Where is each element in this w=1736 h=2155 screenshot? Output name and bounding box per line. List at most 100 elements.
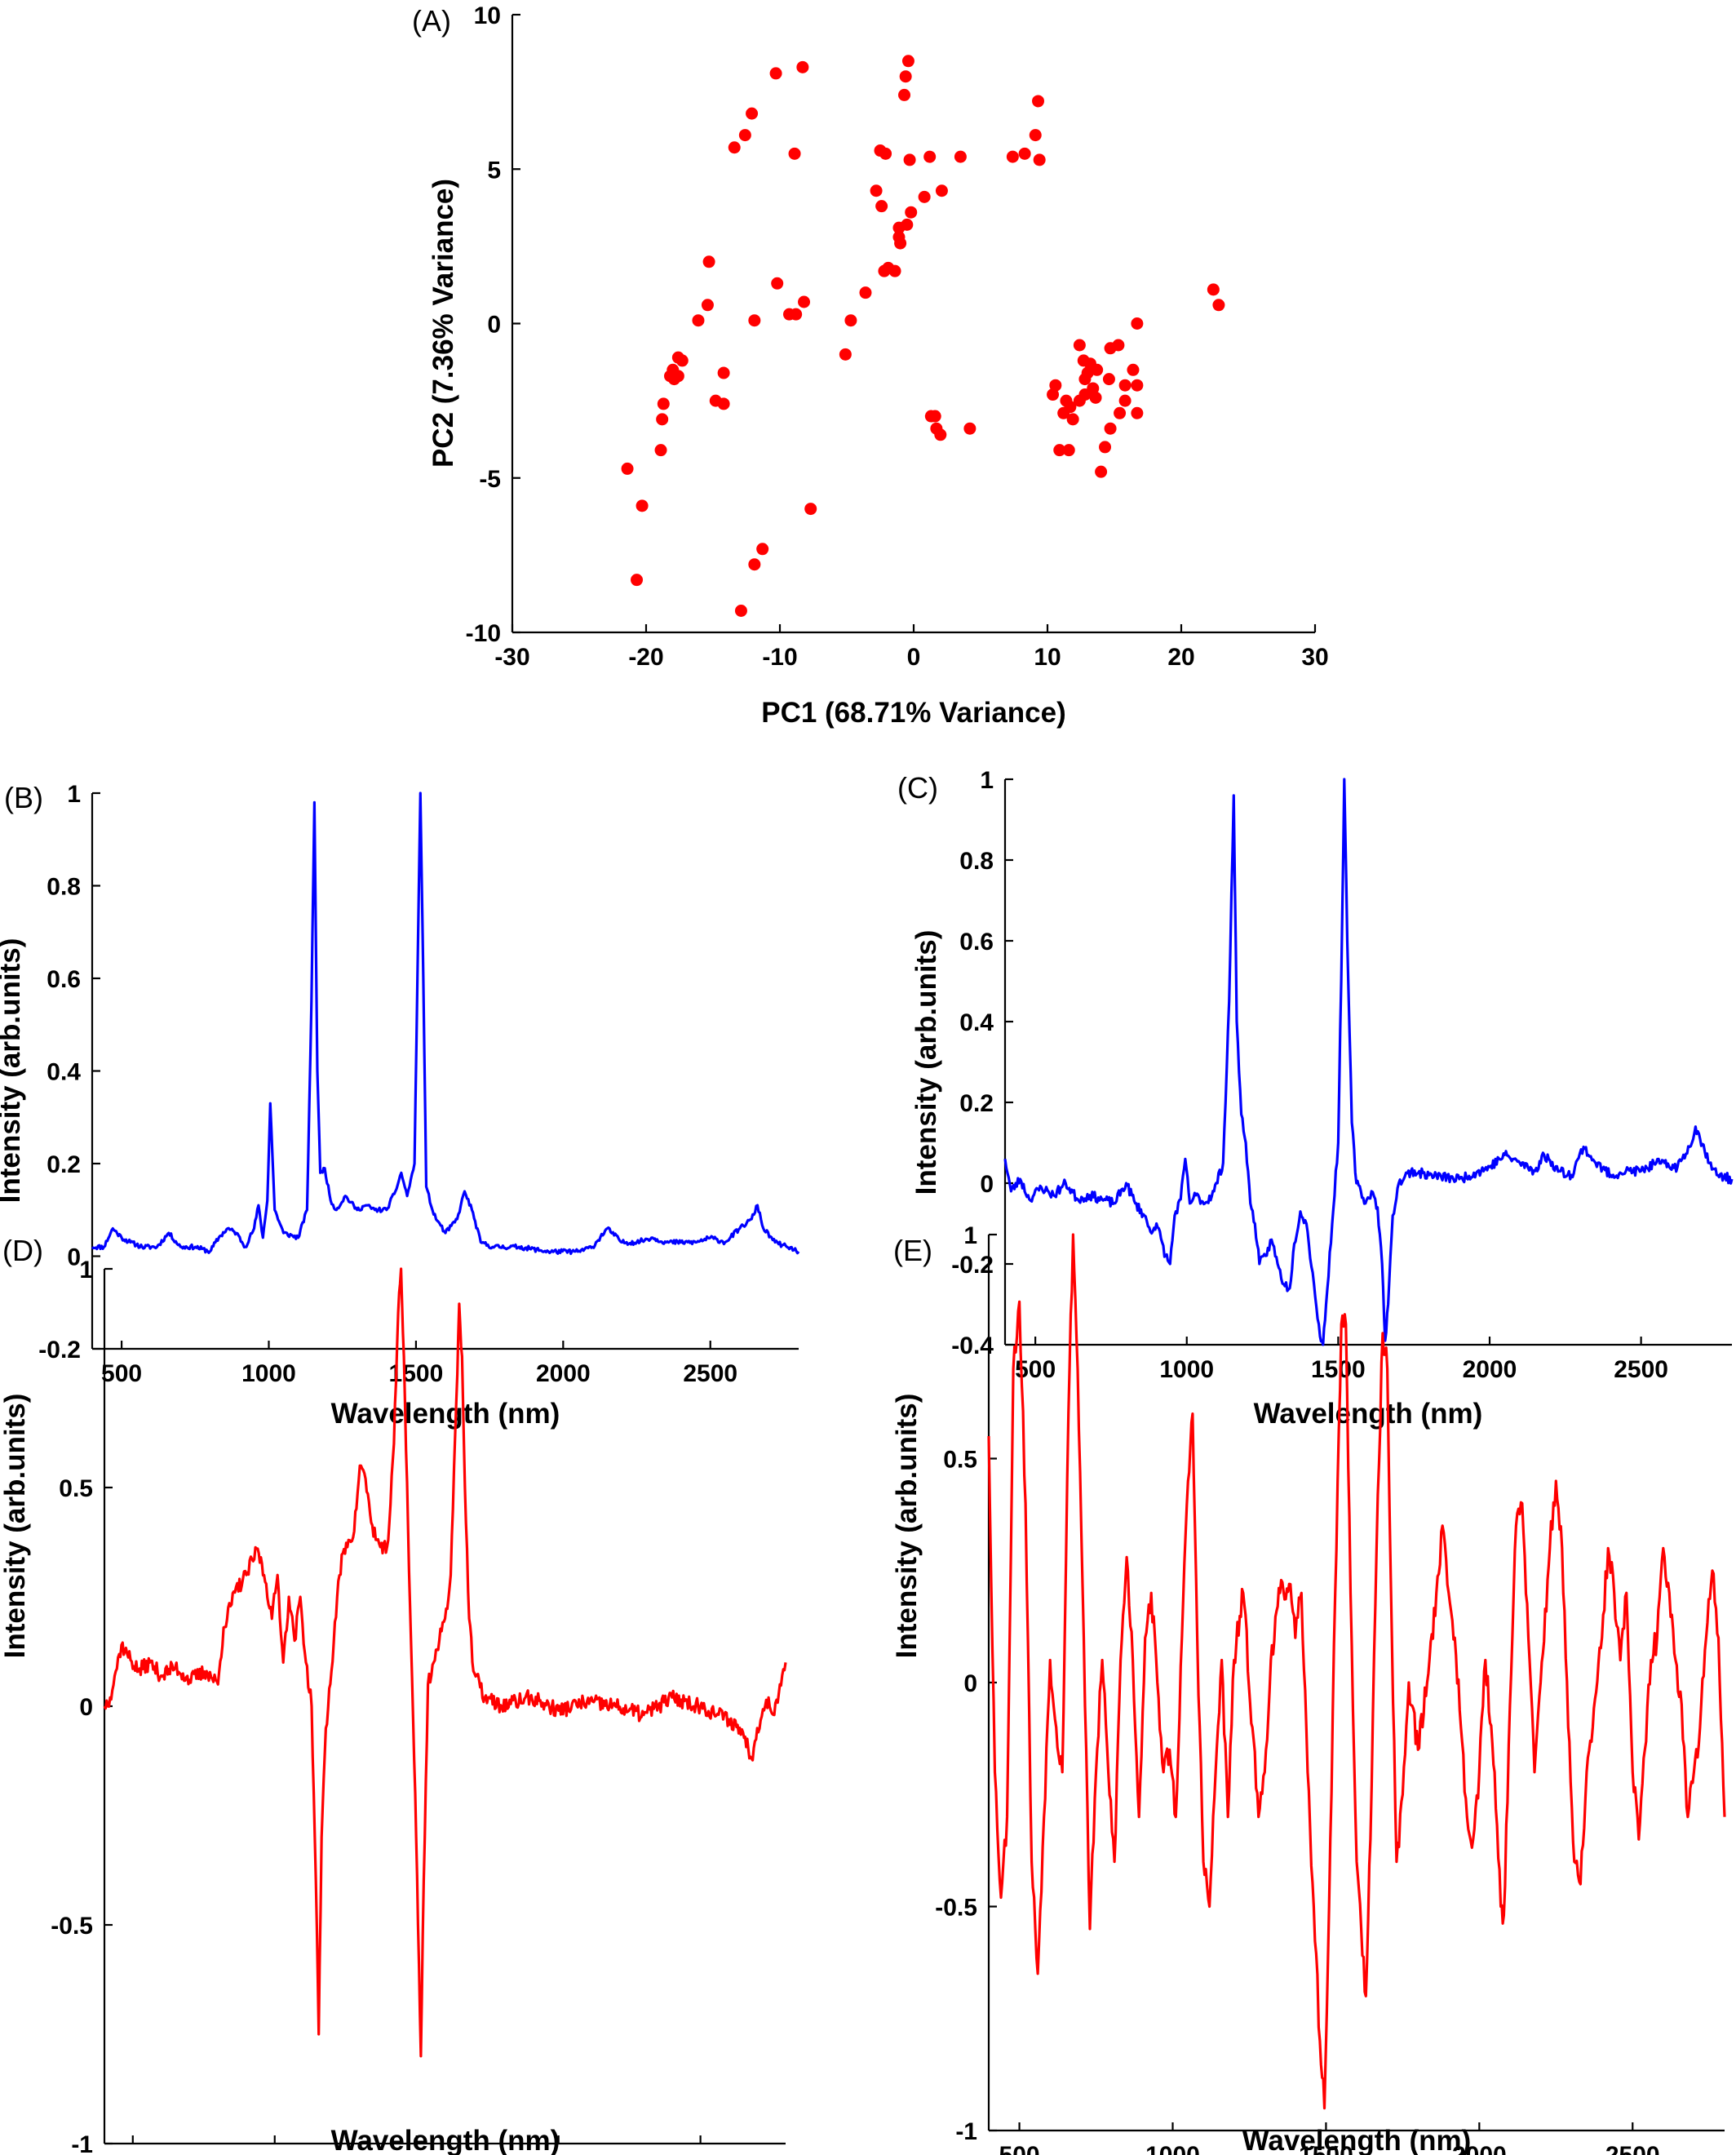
y-tick-label: -0.2 xyxy=(38,1337,81,1364)
y-axis-label: Intensity (arb.units) xyxy=(0,1394,31,1659)
scatter-point xyxy=(839,348,852,361)
scatter-point xyxy=(954,150,967,163)
scatter-point xyxy=(923,150,937,163)
scatter-point xyxy=(657,397,670,410)
scatter-point xyxy=(1078,373,1092,386)
scatter-point xyxy=(738,129,751,142)
scatter-point xyxy=(1212,299,1225,312)
spectrum-line xyxy=(987,1233,1726,2110)
scatter-point xyxy=(1029,129,1042,142)
scatter-point xyxy=(1118,394,1132,407)
x-tick-label: 1000 xyxy=(1145,2142,1200,2155)
x-tick-label: 2000 xyxy=(1452,2142,1507,2155)
y-tick-label: 0.4 xyxy=(959,1009,994,1036)
scatter-point xyxy=(928,410,941,423)
x-tick-label: 500 xyxy=(101,1360,142,1387)
panel-label: (D) xyxy=(2,1234,43,1267)
scatter-point xyxy=(1099,441,1112,454)
scatter-point xyxy=(1114,406,1127,419)
x-tick-label: 2500 xyxy=(1605,2142,1660,2155)
scatter-point xyxy=(1053,444,1066,457)
scatter-point xyxy=(1033,153,1046,166)
spectrum-line xyxy=(1003,778,1734,1346)
scatter-point xyxy=(1018,147,1031,160)
panel-label: (E) xyxy=(893,1234,932,1267)
scatter-point xyxy=(692,314,705,327)
scatter-point xyxy=(875,200,888,213)
x-tick-label: 500 xyxy=(999,2142,1040,2155)
scatter-point xyxy=(671,351,684,364)
y-tick-label: -1 xyxy=(71,2131,93,2155)
scatter-point xyxy=(935,184,948,197)
scatter-point xyxy=(1102,373,1115,386)
chart-panel-b: 500 1000 1500 2000 2500-0.200.20.40.60.81Wav… xyxy=(0,781,800,1430)
scatter-point xyxy=(728,141,741,154)
y-tick-label: 0 xyxy=(487,312,501,339)
x-tick-label: 0 xyxy=(907,644,921,671)
y-tick-label: -1 xyxy=(955,2118,977,2145)
y-tick-label: 0.8 xyxy=(959,848,994,875)
scatter-point xyxy=(934,428,947,441)
panel-label: (A) xyxy=(412,4,451,38)
x-axis-label: Wavelength (nm) xyxy=(1242,2125,1472,2155)
scatter-point xyxy=(621,462,634,475)
y-tick-label: 0.5 xyxy=(59,1475,93,1502)
scatter-point xyxy=(1047,388,1060,401)
y-tick-label: -0.2 xyxy=(951,1252,994,1279)
x-tick-label: 1000 xyxy=(1159,1356,1214,1383)
y-axis-label: PC2 (7.36% Variance) xyxy=(427,179,459,468)
y-tick-label: 0 xyxy=(980,1171,994,1198)
scatter-point xyxy=(1104,422,1117,435)
scatter-point xyxy=(1049,379,1062,392)
chart-panel-a: -30 -20 -10 0 10 20 30 -10 -5 0 5 10 PC1 (68.71% Var… xyxy=(412,2,1329,729)
y-axis-label: Intensity (arb.units) xyxy=(891,1394,923,1659)
y-tick-label: -0.5 xyxy=(935,1895,977,1922)
x-tick-label: 2500 xyxy=(1614,1356,1668,1383)
scatter-point xyxy=(1091,363,1104,376)
x-tick-label: 30 xyxy=(1301,644,1328,671)
y-tick-label: 0 xyxy=(67,1244,81,1271)
scatter-point xyxy=(888,264,901,277)
chart-panel-c: 500 1000 1500 2000 2500-0.4-0.200.20.40.60.8… xyxy=(897,767,1734,1430)
scatter-point xyxy=(894,237,907,250)
scatter-point xyxy=(804,503,817,516)
scatter-point xyxy=(702,255,715,268)
y-tick-label: 1 xyxy=(963,1222,977,1249)
scatter-point xyxy=(701,299,714,312)
x-tick-label: -30 xyxy=(494,644,529,671)
scatter-point xyxy=(898,88,911,101)
y-tick-label: -0.4 xyxy=(951,1332,994,1359)
chart-panel-e: 500 1000 1500 2000 2500 -1 -0.5 0 0.5 1 Wavelength… xyxy=(891,1222,1726,2155)
y-tick-label: 0 xyxy=(963,1670,977,1697)
x-axis-label: Wavelength (nm) xyxy=(1254,1398,1483,1430)
scatter-point xyxy=(782,308,795,321)
scatter-point xyxy=(1087,382,1100,395)
scatter-point xyxy=(859,286,872,299)
scatter-point xyxy=(1066,413,1079,426)
scatter-point xyxy=(656,413,669,426)
y-tick-label: 5 xyxy=(487,157,501,184)
x-tick-label: 2000 xyxy=(1463,1356,1517,1383)
x-tick-label: 1500 xyxy=(1299,2142,1353,2155)
scatter-point xyxy=(1062,444,1075,457)
scatter-point xyxy=(870,184,883,197)
scatter-point xyxy=(1118,379,1132,392)
scatter-point xyxy=(903,153,916,166)
scatter-point xyxy=(631,574,644,587)
scatter-point xyxy=(717,397,730,410)
scatter-point xyxy=(879,147,892,160)
scatter-point xyxy=(1089,391,1102,404)
scatter-point xyxy=(734,605,747,618)
scatter-point xyxy=(1073,339,1086,352)
scatter-point xyxy=(746,107,759,120)
scatter-point xyxy=(667,373,680,386)
scatter-point xyxy=(1032,95,1045,108)
scatter-point xyxy=(1104,342,1117,355)
spectrum-line xyxy=(91,791,800,1256)
scatter-point xyxy=(1127,363,1140,376)
y-axis-label: Intensity (arb.units) xyxy=(0,938,26,1204)
scatter-point xyxy=(905,206,918,219)
scatter-point xyxy=(899,70,912,83)
y-tick-label: 0.4 xyxy=(46,1059,81,1086)
